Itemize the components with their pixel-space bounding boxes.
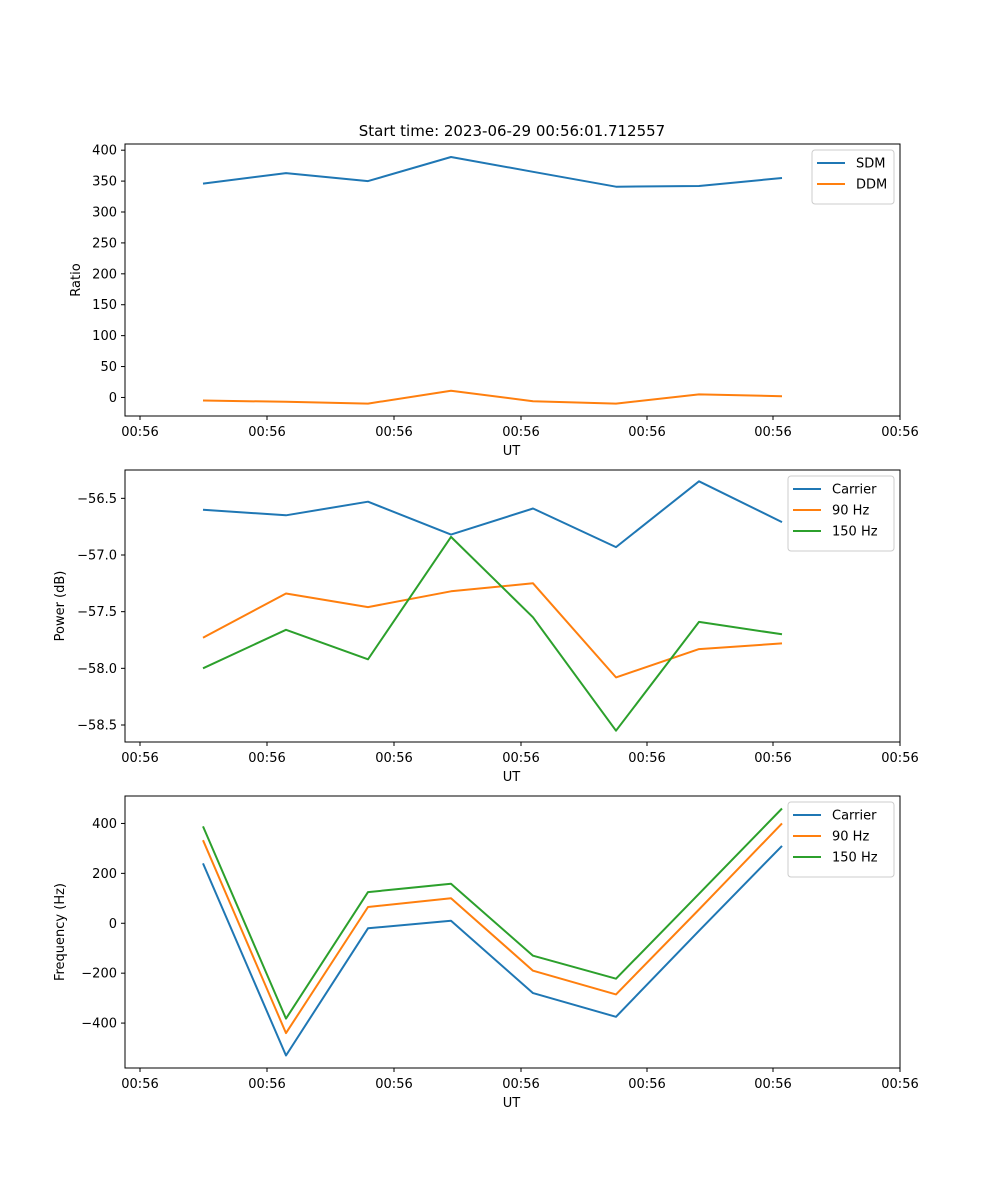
x-tick-label: 00:56 xyxy=(754,751,791,766)
plot-frame xyxy=(124,795,901,1069)
series-line-90-hz xyxy=(202,822,783,1035)
series-line-carrier xyxy=(202,480,783,549)
x-tick-label: 00:56 xyxy=(121,1077,158,1092)
y-axis-label: Ratio xyxy=(69,263,84,296)
legend-label: 150 Hz xyxy=(832,525,878,540)
y-tick-label: −57.5 xyxy=(77,605,117,620)
legend: Carrier 90 Hz 150 Hz xyxy=(787,475,895,552)
y-tick-label: 400 xyxy=(92,144,117,159)
x-tick-label: 00:56 xyxy=(881,425,918,440)
y-tick-label: 100 xyxy=(92,329,117,344)
legend-label: 90 Hz xyxy=(832,504,869,519)
y-tick-label: 200 xyxy=(92,867,117,882)
legend-label: 90 Hz xyxy=(832,830,869,845)
x-tick-label: 00:56 xyxy=(628,751,665,766)
x-tick-label: 00:56 xyxy=(375,425,412,440)
x-axis-label: UT xyxy=(503,1096,521,1111)
y-tick-label: 150 xyxy=(92,298,117,313)
x-tick-label: 00:56 xyxy=(628,425,665,440)
legend-label: SDM xyxy=(856,157,885,172)
x-axis-label: UT xyxy=(503,444,521,459)
x-tick-label: 00:56 xyxy=(502,1077,539,1092)
y-tick-label: 0 xyxy=(109,391,117,406)
series-line-ddm xyxy=(202,389,783,405)
chart-panel-3: −400 −200 0 200 400 00:56 00:56 00:56 00:56 00:56… xyxy=(53,795,919,1111)
y-tick-label: −57.0 xyxy=(77,549,117,564)
plot-frame xyxy=(124,469,901,743)
x-tick-label: 00:56 xyxy=(121,425,158,440)
figure-title: Start time: 2023-06-29 00:56:01.712557 xyxy=(359,122,665,140)
legend-box xyxy=(787,801,895,878)
y-axis-label: Frequency (Hz) xyxy=(53,883,68,981)
y-tick-label: −200 xyxy=(81,967,117,982)
series-line-carrier xyxy=(202,845,783,1057)
x-tick-label: 00:56 xyxy=(248,425,285,440)
y-tick-label: 300 xyxy=(92,206,117,221)
x-tick-label: 00:56 xyxy=(881,751,918,766)
series-line-sdm xyxy=(202,156,783,188)
series-line-150-hz xyxy=(202,535,783,732)
chart-panel-1: 0 50 100 150 200 250 300 350 400 00:56 00:56 00:56 0… xyxy=(69,143,919,459)
series-line-150-hz xyxy=(202,807,783,1020)
x-axis-label: UT xyxy=(503,770,521,785)
legend-label: Carrier xyxy=(832,483,877,498)
legend-label: DDM xyxy=(856,178,887,193)
legend: Carrier 90 Hz 150 Hz xyxy=(787,801,895,878)
x-tick-label: 00:56 xyxy=(754,1077,791,1092)
legend-label: 150 Hz xyxy=(832,851,878,866)
y-tick-label: 250 xyxy=(92,236,117,251)
legend-box xyxy=(787,475,895,552)
y-tick-label: −58.0 xyxy=(77,662,117,677)
y-tick-label: 400 xyxy=(92,817,117,832)
x-tick-label: 00:56 xyxy=(375,1077,412,1092)
x-tick-label: 00:56 xyxy=(502,425,539,440)
x-tick-label: 00:56 xyxy=(502,751,539,766)
series-line-90-hz xyxy=(202,582,783,679)
y-tick-label: 200 xyxy=(92,267,117,282)
y-axis-label: Power (dB) xyxy=(53,571,68,642)
x-tick-label: 00:56 xyxy=(248,1077,285,1092)
x-tick-label: 00:56 xyxy=(375,751,412,766)
chart-panel-2: −58.5 −58.0 −57.5 −57.0 −56.5 00:56 00:56 00:56… xyxy=(53,469,919,785)
x-tick-label: 00:56 xyxy=(248,751,285,766)
x-tick-label: 00:56 xyxy=(754,425,791,440)
y-tick-label: 0 xyxy=(109,917,117,932)
y-tick-label: −400 xyxy=(81,1017,117,1032)
legend-label: Carrier xyxy=(832,809,877,824)
x-tick-label: 00:56 xyxy=(121,751,158,766)
plot-frame xyxy=(124,143,901,417)
y-tick-label: 350 xyxy=(92,175,117,190)
legend: SDM DDM xyxy=(811,149,895,205)
y-tick-label: 50 xyxy=(100,360,117,375)
y-tick-label: −56.5 xyxy=(77,492,117,507)
y-tick-label: −58.5 xyxy=(77,719,117,734)
x-tick-label: 00:56 xyxy=(628,1077,665,1092)
x-tick-label: 00:56 xyxy=(881,1077,918,1092)
